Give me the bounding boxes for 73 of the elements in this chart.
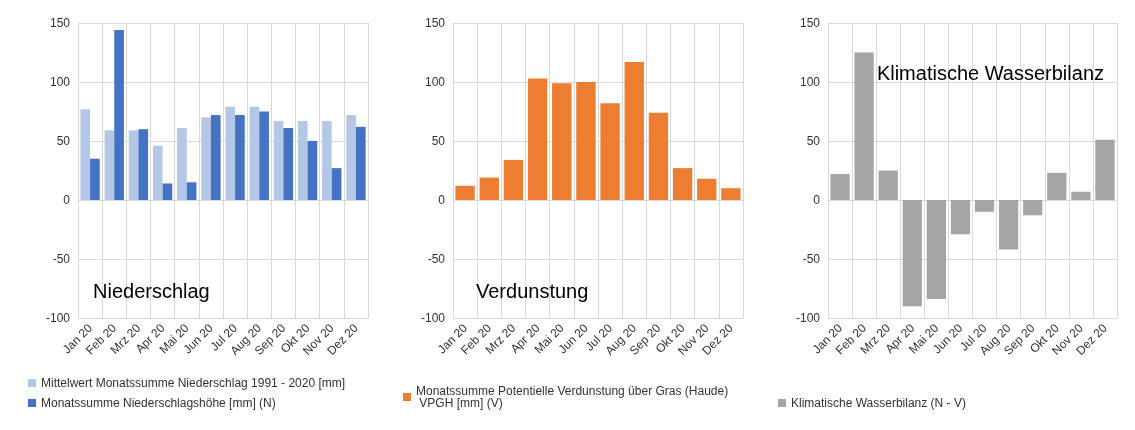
y-tick-label: -50: [427, 252, 446, 266]
bar: [552, 83, 572, 200]
bar: [878, 170, 898, 200]
bar: [926, 200, 947, 300]
bar: [346, 115, 356, 200]
y-tick-label: 150: [799, 16, 821, 30]
bar: [1047, 172, 1067, 200]
y-tick-label: 150: [49, 16, 71, 30]
bar: [1095, 139, 1115, 200]
bar: [307, 141, 318, 200]
y-tick-label: 0: [813, 193, 821, 207]
bar: [152, 145, 163, 200]
bar: [455, 185, 475, 200]
legend-label: Monatssumme Potentielle Verdunstung über Gras (Haude) VPGH [mm] (V): [416, 384, 729, 410]
bar: [902, 200, 922, 307]
bar: [854, 52, 874, 200]
bar: [1071, 191, 1091, 200]
y-tick-label: -100: [45, 311, 71, 325]
y-tick-label: 100: [424, 75, 446, 89]
legend-label: Klimatische Wasserbilanz (N - V): [791, 396, 966, 410]
bar: [259, 111, 269, 200]
bar: [830, 174, 850, 200]
bar: [974, 200, 995, 212]
bar: [249, 106, 260, 200]
bar: [80, 109, 91, 200]
bar: [697, 178, 717, 200]
bar: [177, 128, 187, 200]
bar: [355, 126, 366, 200]
bar: [225, 106, 236, 200]
y-tick-label: -100: [795, 311, 821, 325]
bar: [322, 120, 332, 200]
bar: [273, 120, 284, 200]
bar: [114, 30, 124, 200]
bar: [104, 130, 115, 200]
bar: [297, 120, 308, 200]
bar: [128, 130, 139, 200]
y-tick-label: 100: [799, 75, 821, 89]
y-tick-label: 100: [49, 75, 71, 89]
bar: [235, 115, 245, 200]
bar: [672, 168, 693, 200]
bar: [600, 103, 620, 200]
y-tick-label: 50: [806, 134, 821, 148]
y-tick-label: 0: [63, 193, 71, 207]
text: Niederschlag: [93, 280, 210, 302]
y-tick-label: 0: [438, 193, 446, 207]
bar: [201, 117, 211, 200]
bar: [331, 168, 342, 200]
bar: [90, 158, 100, 200]
bar: [721, 188, 741, 200]
bar: [283, 128, 294, 200]
y-tick-label: 50: [56, 134, 71, 148]
bar: [998, 200, 1019, 250]
legend-label: Monatssumme Niederschlagshöhe [mm] (N): [41, 396, 276, 410]
y-tick-label: 50: [431, 134, 446, 148]
bar: [479, 177, 499, 200]
bar: [1023, 200, 1043, 216]
text: Verdunstung: [476, 280, 589, 302]
bar: [503, 159, 524, 200]
bar: [648, 112, 669, 200]
legend-label: Mittelwert Monatssumme Niederschlag 1991 - 2020 [mm]: [41, 376, 346, 390]
bar: [210, 115, 221, 200]
y-tick-label: -50: [802, 252, 821, 266]
bar: [624, 61, 644, 200]
bar: [527, 78, 548, 200]
text: Klimatische Wasserbilanz: [876, 62, 1104, 84]
bar: [186, 182, 197, 200]
y-tick-label: 150: [424, 16, 446, 30]
bar: [576, 82, 596, 200]
bar: [162, 183, 173, 200]
y-tick-label: -100: [420, 311, 446, 325]
y-tick-label: -50: [52, 252, 71, 266]
bar: [138, 129, 149, 200]
bar: [950, 200, 971, 235]
